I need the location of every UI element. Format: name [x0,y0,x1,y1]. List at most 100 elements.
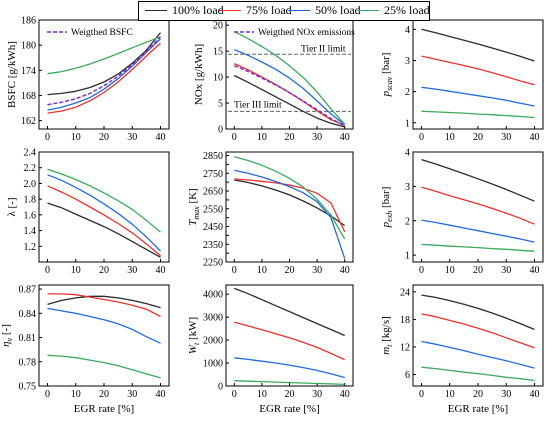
panel-6-xtick-label: 40 [156,389,166,400]
panel-6-ylabel: ηv [-] [0,324,14,347]
panel-5-xtick-label: 0 [419,265,424,276]
panel-5-ytick-label: 4 [405,148,410,159]
panel-7-xlabel: EGR rate [%] [259,403,319,415]
panel-4-ytick-label: 2750 [203,169,223,180]
panel-7-ytick-label: 2000 [203,336,223,347]
panel-7-ytick-label: 3000 [203,313,223,324]
panel-1-xtick-label: 30 [312,132,322,143]
panel-3-ytick-label: 1.8 [24,195,37,206]
panel-5-series-50-load [421,219,535,243]
panel-3-ytick-label: 2.2 [24,163,37,174]
panel-0-xtick-label: 10 [71,132,81,143]
panel-1-xtick-label: 20 [285,132,295,143]
panel-1-series-50-load [234,48,346,126]
panel-8-series-25-load [421,366,535,382]
panel-8-xtick-label: 40 [530,389,540,400]
panel-7-ytick-label: 4000 [203,290,223,301]
panel-7-ylabel: Wt [kW] [187,317,201,354]
panel-8-xtick-label: 30 [501,389,511,400]
panel-8-series-100-load [421,294,535,331]
panel-0-series-50-load [47,38,161,111]
panel-3-series-25-load [47,168,161,233]
panel-6-xtick-label: 10 [71,389,81,400]
panel-0-series-75-load [47,42,161,114]
panel-4-ytick-label: 2650 [203,187,223,198]
panel-1-ylabel: NOx [g/kWh] [193,44,205,105]
panel-4-xtick-label: 20 [285,265,295,276]
panel-4-series-25-load [234,156,346,240]
panel-3-ytick-label: 1.4 [24,226,37,237]
panel-1-xtick-label: 0 [232,132,237,143]
panel-1-xtick-label: 10 [257,132,267,143]
panel-3-xtick-label: 40 [156,265,166,276]
panel-5-xtick-label: 10 [445,265,455,276]
panel-5-ytick-label: 1 [405,251,410,262]
panel-8-xlabel: EGR rate [%] [448,403,508,415]
panel-8-ytick-label: 6 [405,370,410,381]
panel-8-series-50-load [421,340,535,369]
panel-5-xtick-label: 40 [530,265,540,276]
panel-0-ytick-label: 180 [21,41,36,52]
panel-2-ylabel: pscav [bar] [380,53,394,98]
panel-8-series-75-load [421,313,535,349]
panel-8-xtick-label: 20 [473,389,483,400]
panel-0-series-25-load [47,36,161,75]
panel-5-series-75-load [421,186,535,225]
panel-0-ytick-label: 162 [21,116,36,127]
panel-2-ytick-label: 1 [405,118,410,129]
panel-6-ytick-label: 0.75 [19,382,37,393]
panel-7-ytick-label: 0 [218,382,223,393]
panel-1-series-100-load [234,74,345,128]
panel-4-frame [225,151,354,263]
legend-label-50: 50% load [315,3,361,17]
panel-7-series-75-load [234,321,345,361]
panel-4-ytick-label: 2250 [203,258,223,269]
panel-2-series-50-load [421,86,535,107]
panel-3-series-100-load [47,202,161,258]
panel-6-ytick-label: 0.81 [19,333,37,344]
panel-5-series-25-load [421,243,535,252]
panel-0-ytick-label: 174 [21,66,36,77]
panel-6-xtick-label: 30 [127,389,137,400]
legend-swatch-25 [357,10,379,11]
panel-8-ylabel: mt [kg/s] [380,316,394,355]
panel-6-ytick-label: 0.84 [19,309,37,320]
panel-2-xtick-label: 0 [419,132,424,143]
panel-4-series-50-load [234,169,346,259]
panel-3-series-50-load [47,174,161,252]
panel-1-xtick-label: 40 [340,132,350,143]
panel-4-ytick-label: 2450 [203,222,223,233]
panel-5-xtick-label: 20 [473,265,483,276]
panel-3-ytick-label: 2.4 [24,148,37,159]
panel-4-ylabel: Tmax [K] [187,188,201,225]
panel-6-series-75-load [47,293,161,318]
panel-2-series-25-load [421,110,535,119]
panel-1-limit-label: Tier II limit [301,44,346,54]
panel-4-series-75-load [234,178,346,233]
panel-3-xtick-label: 30 [127,265,137,276]
panel-5-xtick-label: 30 [501,265,511,276]
panel-7-xtick-label: 0 [232,389,237,400]
panel-1-ytick-label: 5 [218,99,223,110]
panel-4-xtick-label: 30 [312,265,322,276]
panel-5-ylabel: pexh [bar] [380,187,394,229]
legend-label-75: 75% load [246,3,292,17]
panel-7-ytick-label: 1000 [203,359,223,370]
legend-swatch-75 [219,10,241,11]
panel-2-ytick-label: 4 [405,25,410,36]
legend-label-25: 25% load [384,3,430,17]
panel-2-series-75-load [421,55,535,86]
panel-0-ytick-label: 168 [21,91,36,102]
panel-5-series-100-load [421,158,535,202]
panel-2-xtick-label: 30 [501,132,511,143]
legend: 100% load 75% load 50% load 25% load [138,1,430,21]
panel-3-xtick-label: 20 [99,265,109,276]
panel-2-ytick-label: 3 [405,56,410,67]
panel-3-ytick-label: 1.2 [24,242,37,253]
panel-6-ytick-label: 0.78 [19,357,37,368]
panel-1-weighted-legend-label: Weigthed NOx emissions [258,28,355,38]
panel-2-series-100-load [421,28,535,62]
panel-6-series-100-load [47,295,161,309]
panel-7-xtick-label: 40 [340,389,350,400]
panel-6-xlabel: EGR rate [%] [74,403,134,415]
